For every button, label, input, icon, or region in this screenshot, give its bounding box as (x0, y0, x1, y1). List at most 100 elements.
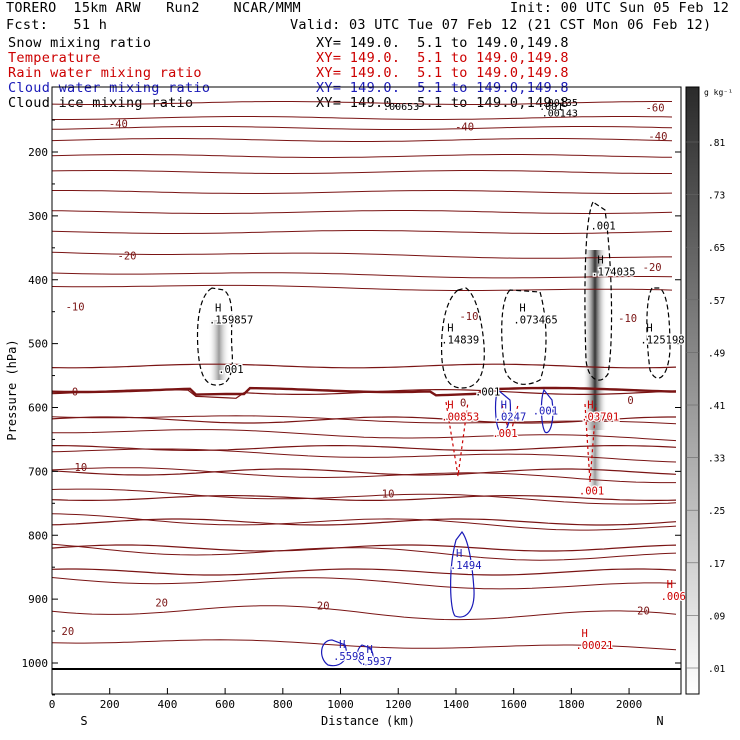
contour-shape-11 (321, 639, 347, 667)
x-tick-label: 600 (215, 698, 235, 711)
contour-label: .001 (218, 364, 243, 376)
colorbar-tick-label: .33 (708, 454, 725, 465)
isotherm-label: 0 (627, 395, 633, 407)
isotherm-label: 0 (460, 397, 466, 409)
field-name-snow: Snow mixing ratio (8, 35, 152, 51)
overlap-label: .00135 (542, 98, 578, 109)
contour-shape-9 (540, 388, 554, 434)
colorbar-tick-label: .17 (708, 559, 725, 570)
isotherm-line-2 (51, 126, 673, 130)
field-name-cloud-water: Cloud water mixing ratio (8, 80, 211, 96)
overlap-label: .00143 (542, 108, 578, 119)
x-tick-label: 1800 (558, 698, 585, 711)
snow-shading (208, 250, 607, 490)
y-tick-label: 200 (28, 146, 48, 159)
contour-label: .001 (590, 220, 615, 232)
y-tick-label: 700 (28, 465, 48, 478)
maximum-marker: H (339, 639, 345, 651)
isotherm-label: -20 (643, 262, 662, 274)
isotherm-line-mid-5 (51, 495, 677, 501)
isotherm-line-9 (51, 251, 672, 259)
field-name-temperature: Temperature (8, 50, 101, 66)
isotherm-line-low-4 (51, 488, 677, 505)
x-tick-label: 1600 (500, 698, 527, 711)
isotherm-line-7 (51, 210, 673, 214)
colorbar-tick-label: .09 (708, 611, 725, 622)
contour-shape-10 (450, 530, 475, 618)
maximum-marker: H (456, 548, 462, 560)
field-xy-cloud-ice: XY= 149.0. 5.1 to 149.0,149.8 (316, 95, 569, 111)
x-tick-label: 1400 (443, 698, 470, 711)
field-xy-temperature: XY= 149.0. 5.1 to 149.0,149.8 (316, 50, 569, 66)
isotherm-line-mid-3 (52, 445, 677, 451)
maximum-value: .0066 (661, 591, 693, 603)
contour-shape-4 (646, 287, 671, 379)
snow-shading-east (583, 250, 607, 430)
isotherm-label: -10 (459, 311, 478, 323)
isotherm-line-low-1 (52, 429, 677, 442)
x-tick-label: 400 (157, 698, 177, 711)
x-tick-label: 1000 (327, 698, 354, 711)
isotherm-label: 20 (155, 597, 168, 609)
field-name-rain: Rain water mixing ratio (8, 65, 202, 81)
colorbar-gradient (685, 86, 700, 695)
contour-shape-5 (445, 401, 469, 477)
x-tick-label: 1200 (385, 698, 412, 711)
maximum-value: .5598 (333, 651, 365, 663)
maximum-marker: H (447, 323, 453, 335)
maximum-marker: H (215, 302, 221, 314)
x-end-label-south: S (80, 714, 87, 728)
contour-label: .001 (579, 486, 604, 498)
contour-label: .001 (492, 428, 517, 440)
model-title: TORERO 15km ARW Run2 NCAR/MMM (6, 0, 301, 16)
temperature-isotherms (51, 101, 681, 670)
field-xy-cloud-water: XY= 149.0. 5.1 to 149.0,149.8 (316, 80, 569, 96)
contour-shape-1 (440, 287, 485, 389)
isotherm-label: -40 (109, 118, 128, 130)
plot-frame (51, 86, 682, 695)
snow-shading-east-lower (586, 420, 604, 490)
contour-shape-2 (501, 289, 547, 385)
maximum-value: .0247 (495, 411, 527, 423)
isotherm-label: -40 (455, 121, 474, 133)
maximum-value: .5937 (361, 656, 393, 668)
isotherm-line-mid-0 (51, 363, 677, 369)
colorbar-tick-label: .41 (708, 401, 725, 412)
isotherm-label: 20 (317, 601, 330, 613)
isotherm-line-mid-8 (51, 568, 677, 576)
valid-time: Valid: 03 UTC Tue 07 Feb 12 (21 CST Mon … (290, 17, 712, 33)
isotherm-line-low-3 (51, 467, 676, 484)
isotherm-label: -40 (648, 131, 667, 143)
maximum-value: .14839 (441, 335, 479, 347)
colorbar-tick-label: .73 (708, 191, 725, 202)
y-tick-label: 800 (28, 529, 48, 542)
isotherm-line-1 (52, 116, 673, 120)
maximum-marker: H (646, 323, 652, 335)
maximum-value: .073465 (513, 314, 557, 326)
init-time: Init: 00 UTC Sun 05 Feb 12 (510, 0, 730, 16)
snow-shading-west (208, 320, 230, 380)
maximum-marker: H (667, 579, 673, 591)
isotherm-line-low-6 (51, 543, 677, 561)
x-tick-label: 0 (49, 698, 56, 711)
isotherm-line-11 (51, 284, 673, 291)
maximum-value: .00853 (441, 411, 479, 423)
isotherm-line-mid-7 (51, 544, 677, 552)
isotherm-line-mid-6 (51, 518, 677, 526)
contour-label: .001 (533, 406, 558, 418)
colorbar: g kg⁻¹ .01 .09 .17 .25 .33 .41 .49 .57 .65 .73 .81 (685, 86, 733, 695)
isotherm-line-10 (51, 272, 673, 279)
isotherm-label: -20 (118, 250, 137, 262)
y-axis-label: Pressure (hPa) (5, 339, 19, 440)
isotherm-line-mid-2 (51, 416, 676, 424)
isotherm-zero (51, 386, 677, 397)
isotherm-line-3 (51, 138, 673, 142)
isotherm-line-6 (52, 190, 673, 194)
colorbar-unit: g kg⁻¹ (704, 88, 733, 97)
y-tick-label: 600 (28, 402, 48, 415)
contour-shape-6 (501, 404, 519, 437)
isotherm-label: -10 (66, 302, 85, 314)
colorbar-tick-label: .01 (708, 664, 725, 675)
contour-shape-12 (356, 644, 374, 666)
